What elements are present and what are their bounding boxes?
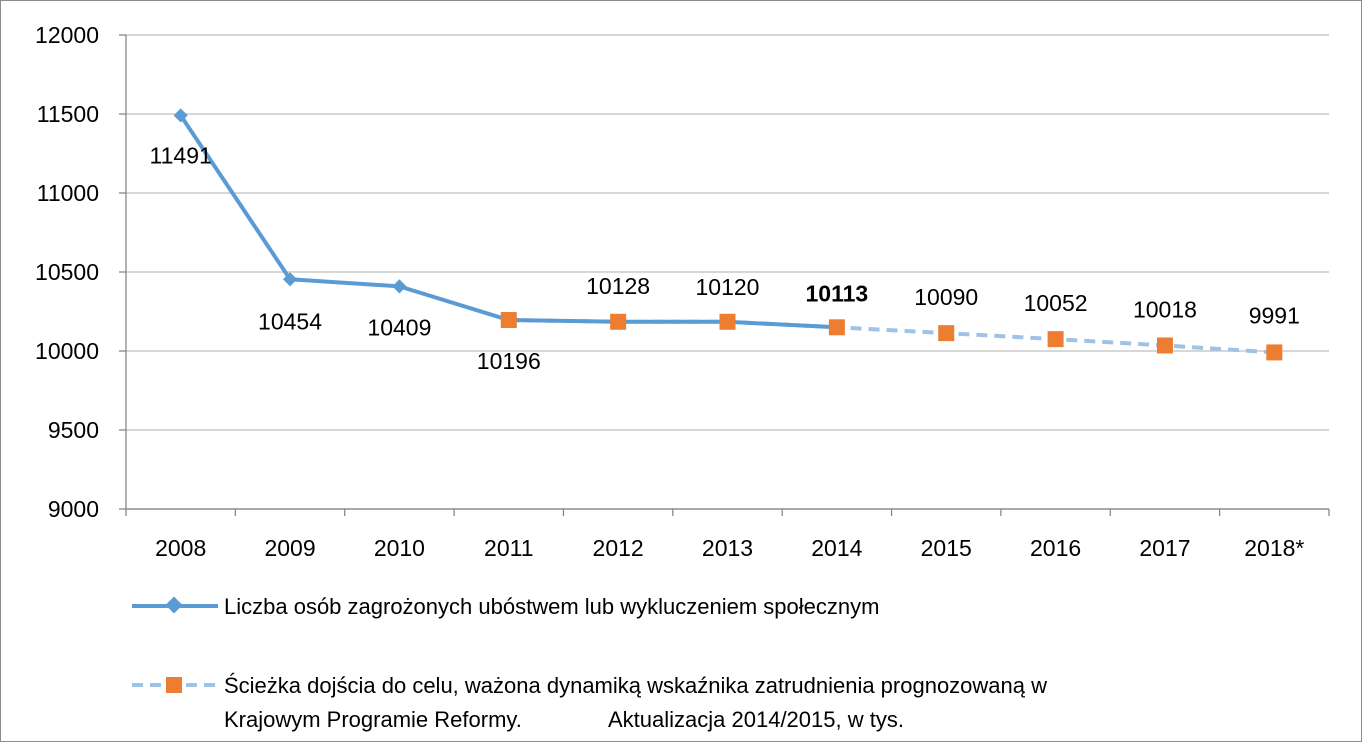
series-2-marker-10: [1266, 344, 1283, 361]
x-tick-label-5: 2013: [702, 535, 753, 561]
data-label-5: 10120: [696, 274, 760, 300]
legend-label-series-2-line-1: Ścieżka dojścia do celu, ważona dynamiką…: [224, 673, 1047, 698]
data-label-4: 10128: [586, 273, 650, 299]
data-label-10: 9991: [1249, 302, 1300, 328]
y-tick-label-2: 10000: [35, 338, 99, 364]
data-label-0: 11491: [150, 142, 212, 168]
data-label-9: 10018: [1133, 296, 1197, 322]
data-label-2: 10409: [367, 314, 431, 340]
legend-label-series-2-line-2: Krajowym Programie Reformy.: [224, 707, 522, 732]
y-tick-label-1: 9500: [48, 417, 99, 443]
legend-label-series-2-line-3: Aktualizacja 2014/2015, w tys.: [608, 707, 904, 732]
x-tick-label-3: 2011: [484, 535, 533, 561]
y-tick-label-3: 10500: [35, 259, 99, 285]
y-tick-label-4: 11000: [37, 180, 99, 206]
series-2-marker-4: [610, 313, 627, 330]
x-tick-label-10: 2018*: [1244, 535, 1304, 561]
data-label-6: 10113: [806, 280, 869, 306]
series-2-marker-9: [1156, 337, 1173, 354]
x-tick-label-7: 2015: [921, 535, 972, 561]
data-label-7: 10090: [914, 284, 978, 310]
legend-marker-series-1: [165, 596, 183, 614]
legend-label-series-1: Liczba osób zagrożonych ubóstwem lub wyk…: [224, 594, 879, 619]
legend-marker-series-2: [166, 677, 182, 693]
x-tick-label-0: 2008: [155, 535, 206, 561]
series-1-marker-2: [392, 279, 407, 294]
x-tick-label-6: 2014: [811, 535, 862, 561]
x-tick-label-2: 2010: [374, 535, 425, 561]
series-2-marker-5: [719, 313, 736, 330]
data-label-8: 10052: [1024, 290, 1088, 316]
series-2-marker-3: [500, 312, 517, 329]
data-label-3: 10196: [477, 348, 541, 374]
series-2-marker-6: [828, 319, 845, 336]
series-2-marker-7: [938, 325, 955, 342]
x-tick-label-4: 2012: [593, 535, 644, 561]
y-tick-label-6: 12000: [35, 22, 99, 48]
series-1-marker-1: [282, 272, 298, 287]
y-tick-label-0: 9000: [48, 496, 99, 522]
data-label-1: 10454: [258, 308, 322, 334]
x-tick-label-9: 2017: [1139, 535, 1190, 561]
x-tick-label-1: 2009: [264, 535, 315, 561]
series-2-marker-8: [1047, 331, 1064, 348]
y-tick-label-5: 11500: [37, 101, 99, 127]
x-tick-label-8: 2016: [1030, 535, 1081, 561]
